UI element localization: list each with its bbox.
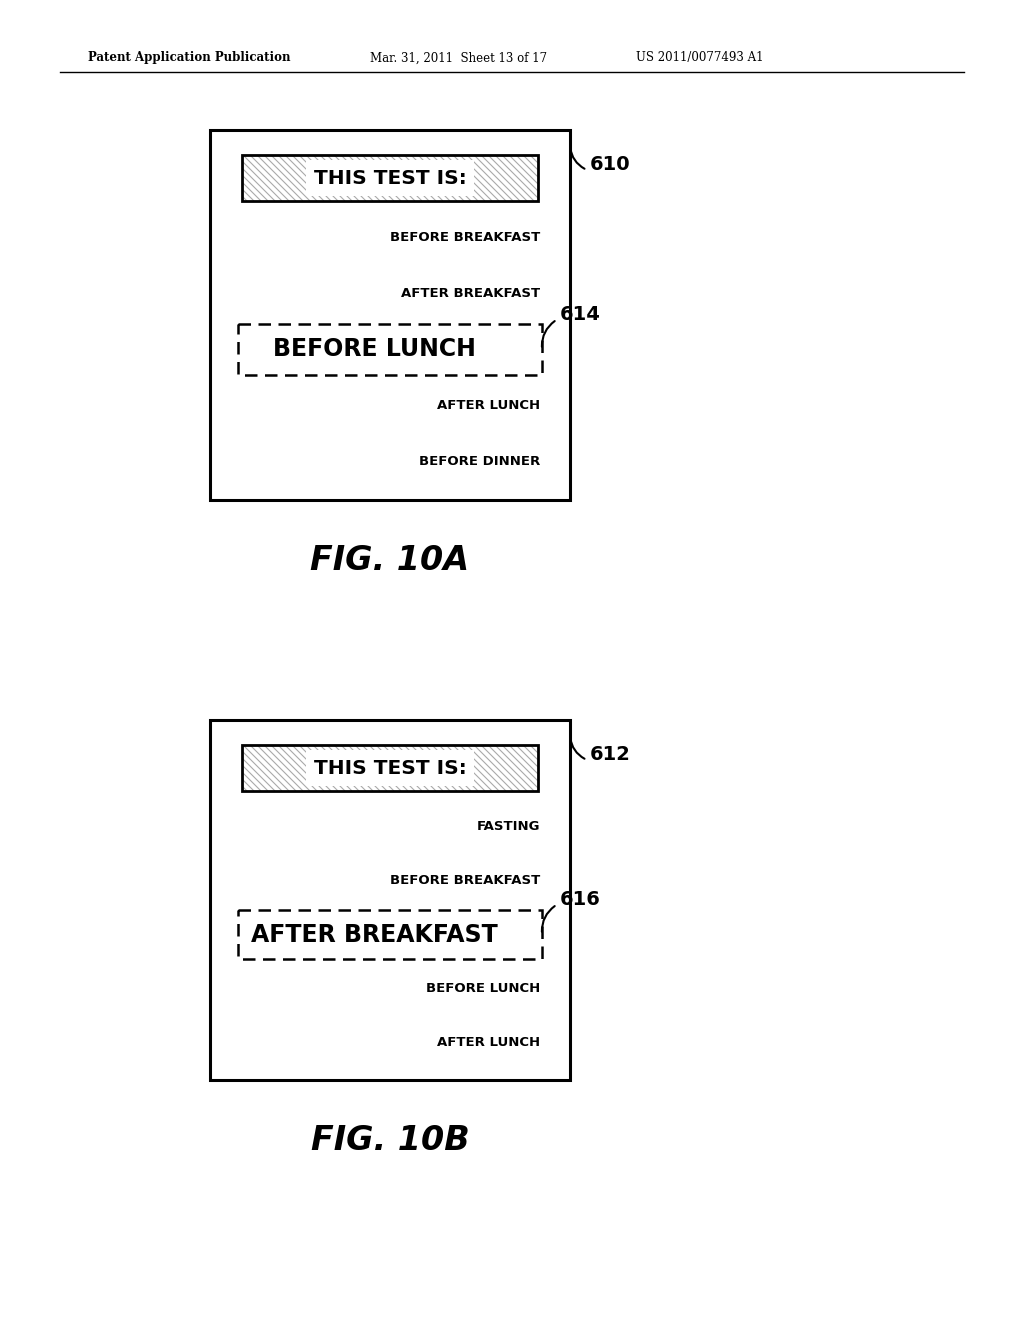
Text: BEFORE BREAKFAST: BEFORE BREAKFAST: [390, 231, 540, 244]
Text: THIS TEST IS:: THIS TEST IS:: [313, 759, 466, 777]
FancyArrowPatch shape: [542, 906, 555, 932]
Text: BEFORE DINNER: BEFORE DINNER: [419, 455, 540, 469]
Text: FASTING: FASTING: [476, 820, 540, 833]
Bar: [242, 744, 538, 791]
Text: 614: 614: [560, 305, 601, 323]
Bar: [210, 719, 570, 1080]
Text: 610: 610: [590, 156, 631, 174]
FancyArrowPatch shape: [570, 148, 585, 169]
FancyArrowPatch shape: [570, 738, 585, 759]
Text: FIG. 10A: FIG. 10A: [310, 544, 470, 577]
Bar: [242, 154, 538, 201]
Bar: [306, 750, 474, 785]
Text: 612: 612: [590, 746, 631, 764]
Text: 616: 616: [560, 890, 601, 909]
Bar: [210, 129, 570, 500]
Text: Patent Application Publication: Patent Application Publication: [88, 51, 291, 65]
Text: US 2011/0077493 A1: US 2011/0077493 A1: [636, 51, 764, 65]
Text: FIG. 10B: FIG. 10B: [310, 1123, 469, 1156]
Text: AFTER LUNCH: AFTER LUNCH: [437, 1036, 540, 1049]
Text: BEFORE BREAKFAST: BEFORE BREAKFAST: [390, 874, 540, 887]
Text: AFTER LUNCH: AFTER LUNCH: [437, 399, 540, 412]
FancyArrowPatch shape: [542, 321, 555, 347]
Text: AFTER BREAKFAST: AFTER BREAKFAST: [400, 286, 540, 300]
Text: BEFORE LUNCH: BEFORE LUNCH: [273, 338, 476, 362]
Bar: [238, 325, 542, 375]
Bar: [238, 911, 542, 958]
Text: Mar. 31, 2011  Sheet 13 of 17: Mar. 31, 2011 Sheet 13 of 17: [370, 51, 547, 65]
Text: BEFORE LUNCH: BEFORE LUNCH: [426, 982, 540, 995]
Bar: [306, 160, 474, 195]
Text: AFTER BREAKFAST: AFTER BREAKFAST: [252, 923, 498, 946]
Text: THIS TEST IS:: THIS TEST IS:: [313, 169, 466, 187]
